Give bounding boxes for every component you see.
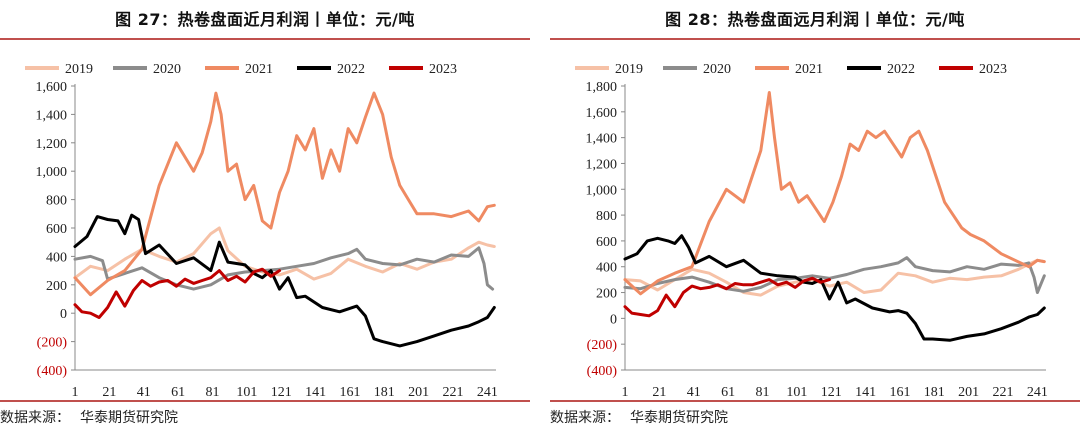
series-line-2022 [73, 213, 496, 348]
source-value: 华泰期货研究院 [630, 410, 728, 426]
legend-item-2021: 2021 [755, 62, 823, 77]
y-tick-label: 800 [596, 209, 617, 224]
x-tick-label: 41 [687, 385, 701, 400]
chart-title: 图 28：热卷盘面远月利润丨单位：元/吨 [665, 10, 965, 29]
legend-item-2023: 2023 [939, 62, 1007, 77]
x-tick-label: 121 [271, 385, 292, 400]
source-label: 数据来源： [550, 410, 620, 426]
y-tick-label: 1,400 [586, 132, 618, 147]
legend-item-2019: 2019 [25, 62, 93, 77]
line-chart-near-month: 2019 2020 2021 2022 2023 1,600 1,400 1,200 1,000… [25, 62, 498, 400]
y-tick-label: 600 [46, 222, 67, 237]
footer-rule [550, 400, 1080, 402]
x-tick-label: 61 [171, 385, 185, 400]
x-tick-label: 161 [339, 385, 360, 400]
x-tick-label: 121 [821, 385, 842, 400]
legend-item-2019: 2019 [575, 62, 643, 77]
legend-label: 2019 [65, 62, 93, 77]
y-tick-label: 200 [46, 279, 67, 294]
x-tick-label: 181 [374, 385, 395, 400]
legend-item-2022: 2022 [297, 62, 365, 77]
x-tick-label: 21 [102, 385, 116, 400]
title-rule [550, 38, 1080, 40]
x-tick-label: 1 [72, 385, 79, 400]
x-tick-label: 81 [755, 385, 769, 400]
x-tick-label: 181 [924, 385, 945, 400]
y-tick-label: 1,200 [586, 157, 618, 172]
y-tick-label: (400) [37, 364, 68, 379]
x-tick-label: 41 [137, 385, 151, 400]
y-tick-label: 600 [596, 235, 617, 250]
y-tick-label: 1,000 [36, 165, 68, 180]
series-line-2020 [73, 246, 495, 291]
chart-panel-left: 图 27：热卷盘面近月利润丨单位：元/吨 2019 2020 2021 2022 202… [0, 0, 530, 431]
x-tick-label: 201 [408, 385, 429, 400]
x-tick-label: 21 [652, 385, 666, 400]
legend-item-2023: 2023 [389, 62, 457, 77]
y-tick-label: (200) [37, 336, 68, 351]
x-tick-label: 241 [1027, 385, 1048, 400]
legend-label: 2020 [153, 62, 181, 77]
legend-label: 2019 [615, 62, 643, 77]
legend-label: 2021 [795, 62, 823, 77]
legend-item-2020: 2020 [113, 62, 181, 77]
x-tick-label: 81 [205, 385, 219, 400]
data-source: 数据来源： 华泰期货研究院 [550, 407, 738, 427]
title-rule [0, 38, 530, 40]
x-tick-label: 141 [305, 385, 326, 400]
data-source: 数据来源： 华泰期货研究院 [0, 407, 188, 427]
y-tick-label: 200 [596, 287, 617, 302]
x-tick-label: 201 [958, 385, 979, 400]
x-tick-label: 161 [889, 385, 910, 400]
y-tick-label: (200) [587, 338, 618, 353]
series-line-2023 [73, 267, 281, 319]
y-tick-label: 400 [46, 250, 67, 265]
chart-title: 图 27：热卷盘面近月利润丨单位：元/吨 [115, 10, 415, 29]
line-chart-far-month: 2019 2020 2021 2022 2023 1,800 1,600 1,400 1,200… [575, 62, 1048, 400]
x-tick-label: 241 [477, 385, 498, 400]
legend-item-2022: 2022 [847, 62, 915, 77]
x-tick-label: 141 [855, 385, 876, 400]
x-tick-label: 221 [993, 385, 1014, 400]
legend-label: 2021 [245, 62, 273, 77]
y-tick-label: 1,800 [586, 80, 618, 95]
legend-item-2020: 2020 [663, 62, 731, 77]
y-tick-label: 1,000 [586, 183, 618, 198]
series-line-2019 [623, 258, 1046, 297]
footer-rule [0, 400, 530, 402]
y-tick-label: 0 [60, 307, 67, 322]
x-tick-label: 101 [786, 385, 807, 400]
y-tick-label: 1,200 [36, 137, 68, 152]
legend-label: 2020 [703, 62, 731, 77]
source-value: 华泰期货研究院 [80, 410, 178, 426]
legend-item-2021: 2021 [205, 62, 273, 77]
chart-panel-right: 图 28：热卷盘面远月利润丨单位：元/吨 2019 2020 2021 2022 202… [550, 0, 1080, 431]
series-line-2019 [73, 226, 496, 281]
x-tick-label: 101 [236, 385, 257, 400]
series-line-2020 [623, 256, 1046, 294]
y-tick-label: (400) [587, 364, 618, 379]
legend-label: 2023 [429, 62, 457, 77]
y-tick-label: 0 [610, 312, 617, 327]
legend-label: 2022 [337, 62, 365, 77]
x-tick-label: 1 [622, 385, 629, 400]
y-tick-label: 400 [596, 261, 617, 276]
series-line-2021 [623, 91, 1046, 296]
series-line-2022 [623, 234, 1046, 342]
source-label: 数据来源： [0, 410, 70, 426]
legend-label: 2023 [979, 62, 1007, 77]
x-tick-label: 61 [721, 385, 735, 400]
series-line-2023 [623, 276, 831, 318]
y-tick-label: 1,400 [36, 108, 68, 123]
x-tick-label: 221 [443, 385, 464, 400]
y-tick-label: 1,600 [586, 106, 618, 121]
y-tick-label: 1,600 [36, 80, 68, 95]
series-line-2021 [73, 91, 496, 297]
y-tick-label: 800 [46, 194, 67, 209]
legend-label: 2022 [887, 62, 915, 77]
